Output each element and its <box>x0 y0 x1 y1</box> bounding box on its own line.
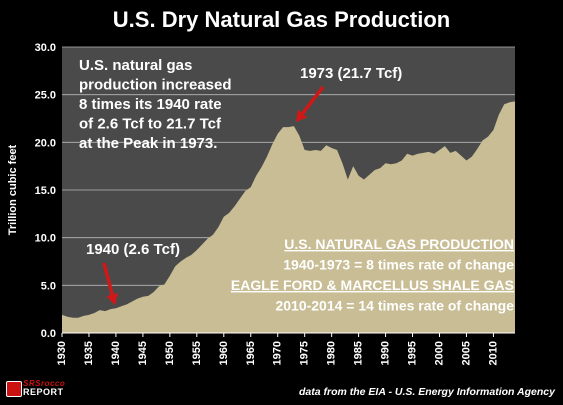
logo-badge-icon <box>6 381 22 397</box>
summary-line: 1940-1973 = 8 times rate of change <box>283 257 514 273</box>
x-tick-label: 1960 <box>218 341 230 365</box>
growth-note-line: at the Peak in 1973. <box>79 135 217 152</box>
production-area-series <box>62 101 515 333</box>
x-tick-label: 1980 <box>326 341 338 365</box>
x-tick-label: 1970 <box>272 341 284 365</box>
x-tick-label: 1985 <box>353 341 365 365</box>
summary-line: 2010-2014 = 14 times rate of change <box>275 298 514 314</box>
growth-note-line: production increased <box>79 77 232 94</box>
arrow-shaft <box>102 262 114 296</box>
start-label: 1940 (2.6 Tcf) <box>86 241 180 258</box>
x-tick-label: 1995 <box>407 341 419 365</box>
annotation-layer: U.S. natural gas production increased 8 ti… <box>79 57 514 314</box>
y-tick-label: 25.0 <box>35 90 56 102</box>
source-note: data from the EIA - U.S. Energy Informat… <box>299 386 555 398</box>
y-tick-label: 5.0 <box>41 280 56 292</box>
arrow-head-icon <box>295 109 308 123</box>
growth-note-line: U.S. natural gas <box>79 57 192 74</box>
growth-note-line: of 2.6 Tcf to 21.7 Tcf <box>79 116 222 133</box>
y-axis-label: Trillion cubic feet <box>7 144 19 235</box>
growth-note-line: 8 times its 1940 rate <box>79 96 222 113</box>
logo-bottom-text: REPORT <box>23 387 64 397</box>
x-tick-label: 2005 <box>460 341 472 365</box>
x-tick-label: 1945 <box>137 341 149 365</box>
y-tick-label: 10.0 <box>35 233 56 245</box>
arrow-shaft <box>301 85 325 115</box>
chart-title: U.S. Dry Natural Gas Production <box>112 7 451 32</box>
x-tick-label: 1975 <box>299 341 311 365</box>
summary-line: EAGLE FORD & MARCELLUS SHALE GAS <box>231 277 514 293</box>
logo-top-text: SRSrocco <box>23 379 66 388</box>
summary-line: U.S. NATURAL GAS PRODUCTION <box>284 236 514 252</box>
peak-label: 1973 (21.7 Tcf) <box>300 65 402 82</box>
x-tick-label: 1940 <box>110 341 122 365</box>
y-tick-label: 15.0 <box>35 185 56 197</box>
axes-layer: 0.0 5.0 10.0 15.0 20.0 25.0 30.0 1930 1935 1940 19… <box>35 42 515 365</box>
x-tick-label: 1965 <box>245 341 257 365</box>
arrow-head-icon <box>106 293 118 306</box>
x-tick-label: 2010 <box>487 341 499 365</box>
peak-arrow <box>295 85 325 123</box>
y-tick-label: 30.0 <box>35 42 56 54</box>
srsrocco-report-logo: SRSrocco REPORT <box>6 379 66 399</box>
x-tick-label: 2000 <box>434 341 446 365</box>
y-tick-label: 20.0 <box>35 137 56 149</box>
x-tick-label: 1930 <box>56 341 68 365</box>
x-tick-label: 1950 <box>164 341 176 365</box>
x-tick-label: 1935 <box>83 341 95 365</box>
x-tick-label: 1955 <box>191 341 203 365</box>
y-tick-label: 0.0 <box>41 328 56 340</box>
start-arrow <box>102 262 118 306</box>
x-tick-label: 1990 <box>380 341 392 365</box>
